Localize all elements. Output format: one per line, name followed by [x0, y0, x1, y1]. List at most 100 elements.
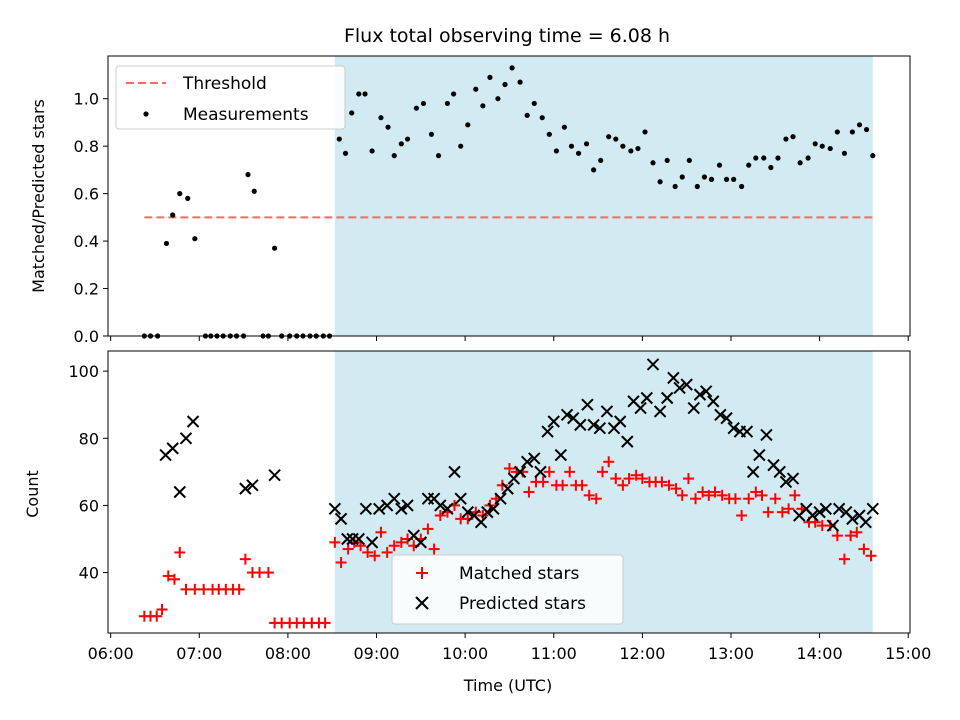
matched-star-point [845, 530, 857, 542]
measurement-point [761, 155, 767, 161]
matched-star-point [656, 476, 668, 488]
y-tick-label: 0.4 [74, 232, 99, 251]
count-y-ticks: 40 60 80 100 [68, 362, 108, 583]
predicted-star-point [687, 401, 700, 415]
matched-star-point [716, 489, 728, 501]
x-tick-label: 07:00 [176, 644, 222, 663]
predicted-star-point [859, 516, 872, 529]
matched-star-point [838, 553, 850, 565]
predicted-star-point [513, 465, 527, 479]
matched-star-point [342, 543, 354, 555]
predicted-star-point [740, 425, 754, 438]
predicted-star-point [667, 371, 680, 385]
measurement-point [591, 167, 597, 173]
predicted-star-point [328, 502, 342, 515]
predicted-star-point [454, 492, 467, 505]
predicted-star-point [239, 482, 252, 495]
matched-star-point [156, 604, 168, 615]
measurement-point [797, 160, 803, 166]
matched-star-point [239, 553, 251, 565]
x-tick-label: 15:00 [885, 644, 931, 663]
matched-star-point [335, 557, 347, 568]
matched-star-point [663, 479, 675, 491]
matched-star-point [709, 486, 721, 498]
matched-star-point [690, 493, 702, 505]
measurement-point [606, 134, 612, 140]
measurement-point [664, 157, 670, 164]
measurement-point [192, 236, 198, 242]
measurement-point [539, 115, 545, 121]
legend-measurements-label: Measurements [183, 105, 309, 125]
matched-star-point [503, 463, 515, 474]
measurement-point [444, 100, 451, 107]
matched-star-point [583, 489, 595, 501]
matched-star-point [496, 479, 508, 491]
measurement-point [428, 131, 435, 137]
measurement-point [708, 176, 715, 182]
count-y-axis-label: Count [23, 470, 42, 518]
predicted-star-point [746, 465, 760, 479]
measurement-point [251, 188, 257, 194]
matched-star-point [564, 466, 576, 478]
measurement-point [870, 153, 876, 159]
matched-star-point [537, 476, 549, 488]
x-tick-label: 09:00 [353, 644, 399, 663]
ratio-y-ticks: 0.0 0.2 0.4 0.6 0.8 1.0 [74, 90, 108, 346]
predicted-star-point [727, 422, 740, 435]
predicted-star-point [574, 418, 587, 432]
matched-star-point [470, 506, 482, 518]
legend-predicted-swatch [415, 596, 429, 610]
measurement-point [362, 91, 368, 97]
matched-star-point [703, 489, 715, 501]
predicted-star-point [268, 469, 281, 482]
matched-star-point [369, 550, 381, 562]
measurement-point [177, 191, 183, 197]
measurement-point [495, 96, 501, 102]
predicted-star-point [528, 452, 541, 465]
ratio-legend: Threshold Measurements [115, 65, 346, 130]
measurement-point [863, 126, 870, 133]
chart-title: Flux total observing time = 6.08 h [344, 25, 670, 47]
y-tick-label: 0.2 [74, 280, 99, 299]
measurement-point [272, 245, 278, 251]
predicted-star-point [388, 492, 401, 505]
measurement-point [245, 172, 251, 178]
predicted-star-point [352, 532, 365, 546]
measurement-point [391, 153, 397, 159]
y-tick-label: 40 [79, 564, 99, 583]
measurement-point [812, 141, 818, 147]
measurement-point [657, 179, 663, 185]
measurement-point [716, 162, 723, 168]
measurement-point [531, 100, 537, 107]
predicted-star-point [481, 505, 494, 519]
measurement-point [349, 110, 355, 116]
measurement-point [561, 124, 567, 130]
ratio-panel: 0.0 0.2 0.4 0.6 0.8 1.0 Matched/Predicted sta… [29, 55, 911, 346]
predicted-star-point [547, 415, 560, 428]
measurement-point [170, 212, 176, 218]
matched-star-points [138, 456, 877, 629]
measurement-point [163, 240, 170, 247]
measurement-point [672, 183, 678, 190]
matched-star-point [603, 456, 615, 468]
predicted-star-point [866, 502, 879, 515]
predicted-star-point [179, 432, 193, 445]
time-x-ticks: 06:00 07:00 08:00 09:00 10:00 11:00 12:00 13:00… [88, 633, 931, 663]
measurement-point [458, 143, 464, 149]
predicted-star-point [634, 401, 647, 415]
observing-window-shade [334, 56, 873, 336]
predicted-star-point [699, 385, 713, 398]
x-tick-label: 14:00 [797, 644, 843, 663]
x-tick-label: 08:00 [265, 644, 311, 663]
predicted-star-point [487, 502, 500, 515]
measurement-point [642, 129, 648, 135]
matched-star-point [381, 546, 393, 558]
matched-star-point [174, 546, 186, 558]
ratio-y-axis-label: Matched/Predicted stars [29, 99, 48, 293]
measurement-point [790, 134, 796, 140]
predicted-star-point [593, 422, 607, 435]
matched-star-point [576, 479, 588, 491]
matched-star-point [729, 493, 741, 505]
measurement-point [746, 162, 752, 168]
measurement-point [827, 145, 833, 152]
